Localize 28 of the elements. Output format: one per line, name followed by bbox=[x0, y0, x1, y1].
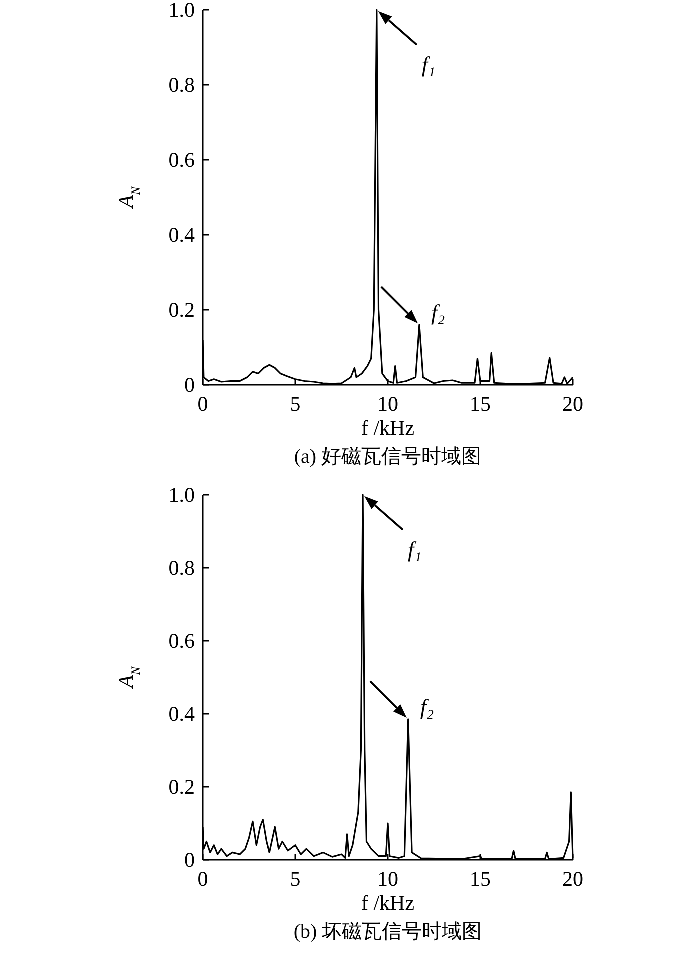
x-tick-label: 20 bbox=[562, 392, 584, 416]
x-tick-label: 10 bbox=[378, 867, 398, 891]
y-tick-label: 0.2 bbox=[168, 298, 195, 322]
y-tick-label: 1.0 bbox=[168, 483, 195, 507]
x-tick-label: 15 bbox=[470, 392, 491, 416]
annotation: f₁ bbox=[422, 52, 436, 77]
y-tick-label: 0.6 bbox=[168, 629, 195, 653]
y-tick-label: 0 bbox=[184, 848, 195, 872]
x-axis-title: f /kHz bbox=[361, 891, 415, 915]
x-tick-label: 15 bbox=[470, 867, 491, 891]
y-tick-label: 0.4 bbox=[168, 223, 196, 247]
y-tick-label: 0.8 bbox=[168, 556, 195, 580]
annotation: f₂ bbox=[431, 300, 446, 325]
x-tick-label: 5 bbox=[290, 867, 301, 891]
text: (b) 坏磁瓦信号时域图 bbox=[294, 921, 482, 943]
annotation: f₁ bbox=[408, 537, 422, 562]
y-tick-label: 0.8 bbox=[168, 73, 195, 97]
x-tick-label: 5 bbox=[290, 392, 301, 416]
y-tick-label: 0.2 bbox=[168, 775, 195, 799]
x-tick-label: 10 bbox=[378, 392, 398, 416]
y-tick-label: 0 bbox=[184, 373, 195, 397]
x-tick-label: 20 bbox=[562, 867, 584, 891]
x-axis-title: f /kHz bbox=[361, 416, 415, 440]
y-tick-label: 0.4 bbox=[168, 702, 196, 726]
y-tick-label: 1.0 bbox=[168, 0, 195, 22]
y-tick-label: 0.6 bbox=[168, 148, 195, 172]
annotation: f₂ bbox=[420, 694, 434, 720]
text: (a) 好磁瓦信号时域图 bbox=[294, 446, 482, 468]
